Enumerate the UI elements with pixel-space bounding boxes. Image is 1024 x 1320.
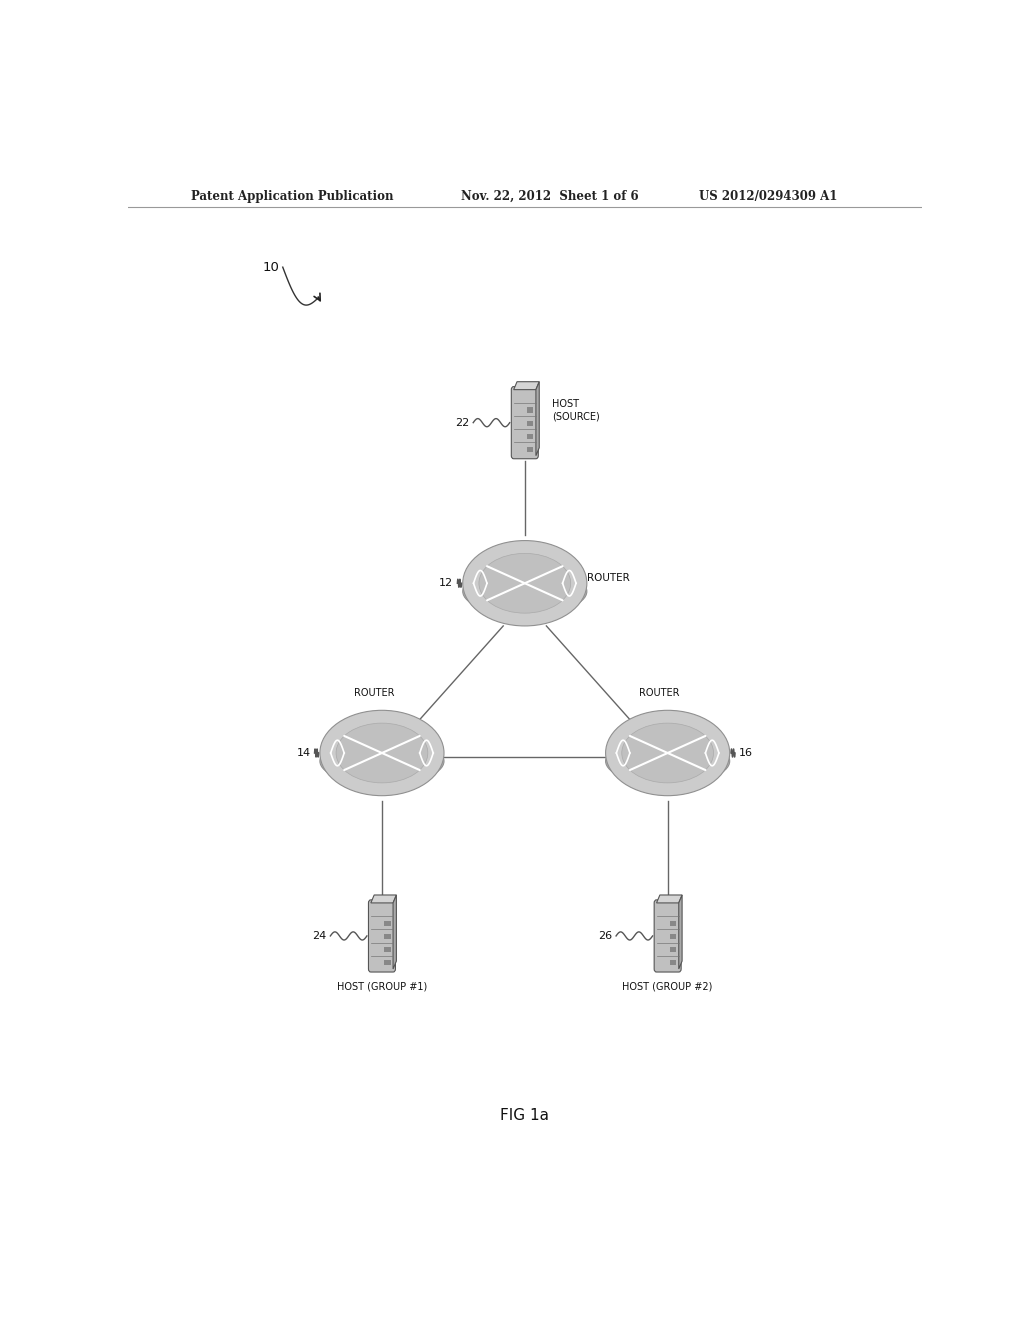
FancyBboxPatch shape bbox=[527, 421, 534, 426]
FancyBboxPatch shape bbox=[527, 447, 534, 453]
Text: 12: 12 bbox=[439, 578, 454, 589]
Text: 26: 26 bbox=[598, 931, 612, 941]
Ellipse shape bbox=[605, 710, 730, 796]
Ellipse shape bbox=[463, 541, 587, 626]
Polygon shape bbox=[514, 381, 540, 389]
Text: US 2012/0294309 A1: US 2012/0294309 A1 bbox=[699, 190, 838, 202]
FancyBboxPatch shape bbox=[654, 900, 681, 972]
Polygon shape bbox=[656, 895, 682, 903]
Ellipse shape bbox=[336, 723, 428, 783]
Ellipse shape bbox=[622, 723, 714, 783]
Text: Nov. 22, 2012  Sheet 1 of 6: Nov. 22, 2012 Sheet 1 of 6 bbox=[461, 190, 639, 202]
Text: HOST (GROUP #2): HOST (GROUP #2) bbox=[623, 981, 713, 991]
Polygon shape bbox=[393, 895, 396, 969]
Polygon shape bbox=[536, 381, 540, 455]
Ellipse shape bbox=[479, 553, 570, 612]
Text: ROUTER: ROUTER bbox=[353, 688, 394, 698]
Text: ROUTER: ROUTER bbox=[587, 573, 630, 583]
FancyBboxPatch shape bbox=[384, 961, 390, 965]
FancyBboxPatch shape bbox=[670, 961, 676, 965]
FancyBboxPatch shape bbox=[384, 921, 390, 925]
Text: HOST
(SOURCE): HOST (SOURCE) bbox=[552, 399, 599, 421]
FancyBboxPatch shape bbox=[511, 387, 539, 459]
Text: 16: 16 bbox=[739, 748, 753, 758]
Ellipse shape bbox=[319, 738, 444, 784]
FancyBboxPatch shape bbox=[527, 408, 534, 412]
Polygon shape bbox=[679, 895, 682, 969]
FancyBboxPatch shape bbox=[670, 935, 676, 939]
FancyBboxPatch shape bbox=[670, 921, 676, 925]
Text: ROUTER: ROUTER bbox=[639, 688, 680, 698]
Ellipse shape bbox=[605, 738, 730, 784]
Ellipse shape bbox=[319, 710, 444, 796]
Text: 14: 14 bbox=[296, 748, 310, 758]
Text: Patent Application Publication: Patent Application Publication bbox=[191, 190, 394, 202]
FancyBboxPatch shape bbox=[527, 434, 534, 440]
Text: 24: 24 bbox=[312, 931, 327, 941]
Text: 10: 10 bbox=[263, 260, 280, 273]
FancyBboxPatch shape bbox=[384, 935, 390, 939]
FancyBboxPatch shape bbox=[384, 948, 390, 952]
Text: HOST (GROUP #1): HOST (GROUP #1) bbox=[337, 981, 427, 991]
Polygon shape bbox=[371, 895, 396, 903]
FancyBboxPatch shape bbox=[369, 900, 395, 972]
Text: 22: 22 bbox=[455, 417, 469, 428]
Ellipse shape bbox=[463, 568, 587, 615]
FancyBboxPatch shape bbox=[670, 948, 676, 952]
Text: FIG 1a: FIG 1a bbox=[501, 1109, 549, 1123]
